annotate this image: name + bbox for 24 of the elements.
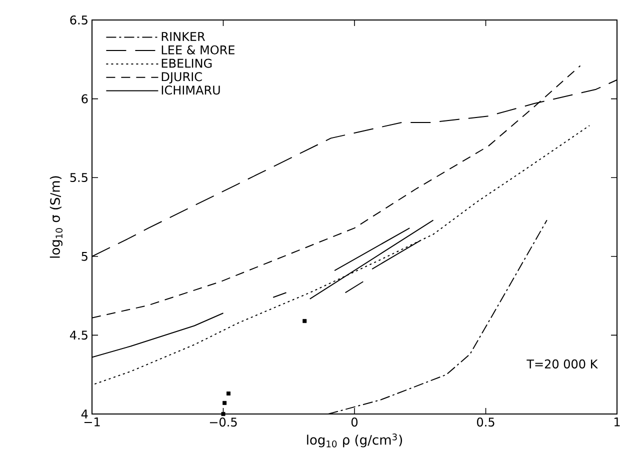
point: [222, 400, 227, 405]
legend-label: RINKER: [162, 32, 206, 41]
x-tick-label: 0: [351, 418, 358, 427]
y-tick-label: 6: [82, 94, 88, 104]
y-tick-label: 4: [81, 410, 88, 418]
line-series: [94, 125, 590, 385]
point: [221, 412, 226, 416]
x-tick-label: −0.5: [210, 418, 237, 427]
legend-label: EBELING: [162, 58, 212, 68]
x-axis-title: log$_{10}$ ρ (g/cm$^{3}$): [307, 433, 402, 448]
legend-label: LEE & MORE: [162, 45, 234, 54]
y-tick-label: 6.5: [70, 15, 88, 25]
point: [226, 392, 231, 396]
x-tick-label: −1: [84, 418, 100, 426]
point: [302, 319, 307, 324]
y-tick-label: 5: [82, 252, 88, 261]
y-tick-label: 4.5: [70, 330, 88, 340]
legend-label: DJURIC: [162, 72, 202, 84]
x-tick-label: 0.5: [477, 418, 494, 427]
y-tick-label: 5.5: [70, 173, 88, 182]
x-tick-label: 1: [614, 418, 620, 426]
annotation: T=20 000 K: [526, 359, 598, 369]
legend-label: ICHIMARU: [162, 86, 220, 95]
y-axis-title: log$_{10}$ σ (S/m): [50, 176, 63, 258]
